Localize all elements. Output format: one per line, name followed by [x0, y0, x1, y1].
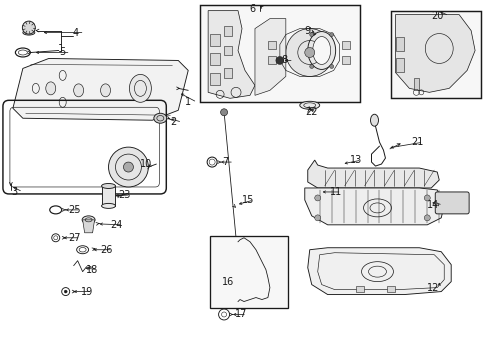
Circle shape: [329, 32, 333, 37]
Text: 21: 21: [410, 137, 423, 147]
Circle shape: [123, 162, 133, 172]
Bar: [341, 57, 349, 64]
Circle shape: [22, 21, 35, 34]
Text: 18: 18: [85, 265, 98, 275]
Ellipse shape: [312, 37, 330, 64]
Ellipse shape: [370, 114, 378, 126]
Text: 8: 8: [281, 55, 287, 66]
Circle shape: [220, 109, 227, 116]
Polygon shape: [307, 160, 438, 188]
FancyBboxPatch shape: [434, 192, 468, 214]
Circle shape: [329, 64, 333, 68]
Bar: [396, 37, 404, 50]
Text: 20: 20: [430, 11, 443, 21]
Ellipse shape: [299, 101, 319, 109]
Polygon shape: [304, 188, 443, 225]
Ellipse shape: [46, 82, 56, 95]
Ellipse shape: [102, 184, 115, 189]
Circle shape: [285, 28, 333, 76]
Bar: [200, 5, 359, 102]
Text: 12: 12: [427, 283, 439, 293]
Text: 9: 9: [304, 26, 310, 36]
Circle shape: [108, 147, 148, 187]
Text: 13: 13: [349, 155, 361, 165]
Ellipse shape: [307, 32, 335, 69]
Circle shape: [275, 57, 283, 64]
Circle shape: [424, 215, 429, 221]
Polygon shape: [254, 19, 285, 95]
Bar: [210, 236, 287, 307]
Ellipse shape: [129, 75, 151, 102]
Bar: [102, 186, 115, 206]
Circle shape: [314, 215, 320, 221]
Circle shape: [314, 195, 320, 201]
Ellipse shape: [101, 84, 110, 97]
Text: 4: 4: [73, 28, 79, 37]
Text: 16: 16: [222, 276, 234, 287]
Bar: [210, 33, 220, 45]
Text: 7: 7: [222, 157, 228, 167]
Polygon shape: [208, 11, 254, 98]
Text: 19: 19: [81, 287, 93, 297]
Ellipse shape: [102, 203, 115, 208]
Bar: [413, 78, 419, 90]
Circle shape: [424, 195, 429, 201]
Text: 26: 26: [101, 245, 113, 255]
Text: 14: 14: [427, 200, 439, 210]
Ellipse shape: [154, 113, 166, 123]
Text: 10: 10: [140, 159, 152, 169]
Bar: [224, 45, 232, 55]
Ellipse shape: [74, 84, 83, 97]
Text: 23: 23: [118, 190, 131, 200]
Bar: [267, 41, 275, 49]
Ellipse shape: [23, 30, 35, 35]
Circle shape: [309, 64, 313, 68]
Text: 27: 27: [68, 233, 81, 243]
Bar: [341, 41, 349, 49]
Bar: [267, 57, 275, 64]
Circle shape: [304, 48, 314, 58]
Text: 25: 25: [68, 205, 81, 215]
Circle shape: [309, 32, 313, 37]
Text: 15: 15: [242, 195, 254, 205]
Text: 2: 2: [170, 117, 176, 127]
Polygon shape: [307, 248, 450, 294]
Text: 5: 5: [59, 48, 65, 58]
Text: 24: 24: [110, 220, 122, 230]
Bar: [355, 285, 363, 292]
Ellipse shape: [82, 216, 95, 224]
Text: 1: 1: [185, 97, 191, 107]
Text: 3: 3: [11, 187, 17, 197]
Polygon shape: [13, 58, 188, 120]
Bar: [224, 68, 232, 78]
Bar: [210, 73, 220, 85]
Bar: [386, 285, 395, 292]
Bar: [210, 54, 220, 66]
Bar: [224, 26, 232, 36]
Polygon shape: [395, 15, 474, 92]
Bar: [390, 11, 480, 98]
Polygon shape: [82, 220, 94, 233]
Text: 17: 17: [235, 310, 247, 319]
Text: 6: 6: [248, 4, 255, 14]
Text: 22: 22: [304, 107, 317, 117]
Text: 11: 11: [329, 187, 341, 197]
Bar: [396, 58, 404, 72]
Circle shape: [64, 290, 67, 293]
